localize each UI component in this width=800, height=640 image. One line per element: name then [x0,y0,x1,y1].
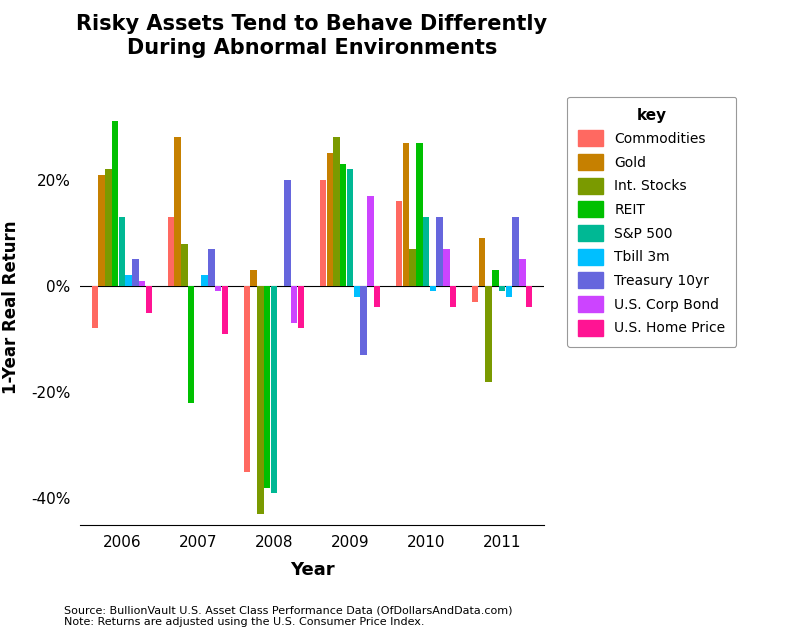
Text: Source: BullionVault U.S. Asset Class Performance Data (OfDollarsAndData.com)
No: Source: BullionVault U.S. Asset Class Pe… [64,605,513,627]
Bar [132,259,138,286]
Bar [416,143,422,286]
Bar [270,286,277,493]
Bar [374,286,380,307]
Bar [519,259,526,286]
Bar [478,238,485,286]
Bar [450,286,456,307]
Bar [284,180,290,286]
Bar [222,286,228,333]
Bar [174,138,181,286]
Bar [437,217,443,286]
Text: Risky Assets Tend to Behave Differently
During Abnormal Environments: Risky Assets Tend to Behave Differently … [77,14,547,58]
Bar [105,169,111,286]
Bar [513,217,519,286]
Bar [181,243,187,286]
Bar [430,286,436,291]
Bar [354,286,360,296]
Bar [215,286,222,291]
Bar [146,286,152,312]
Bar [291,286,298,323]
Bar [244,286,250,472]
X-axis label: Year: Year [290,561,334,579]
Bar [320,180,326,286]
Bar [118,217,125,286]
Bar [250,270,257,286]
Bar [396,201,402,286]
Bar [367,196,374,286]
Bar [334,138,340,286]
Bar [472,286,478,302]
Bar [168,217,174,286]
Bar [126,275,132,286]
Bar [526,286,533,307]
Bar [264,286,270,488]
Bar [486,286,492,381]
Bar [91,286,98,328]
Bar [208,249,214,286]
Bar [499,286,506,291]
Bar [202,275,208,286]
Bar [492,270,498,286]
Bar [326,154,333,286]
Bar [298,286,304,328]
Bar [98,175,105,286]
Y-axis label: 1-Year Real Return: 1-Year Real Return [2,220,20,394]
Bar [360,286,366,355]
Bar [443,249,450,286]
Bar [410,249,416,286]
Bar [402,143,409,286]
Bar [347,169,354,286]
Legend: Commodities, Gold, Int. Stocks, REIT, S&P 500, Tbill 3m, Treasury 10yr, U.S. Cor: Commodities, Gold, Int. Stocks, REIT, S&… [567,97,737,347]
Bar [112,122,118,286]
Bar [423,217,430,286]
Bar [139,281,146,286]
Bar [506,286,512,296]
Bar [188,286,194,403]
Bar [340,164,346,286]
Bar [258,286,264,514]
